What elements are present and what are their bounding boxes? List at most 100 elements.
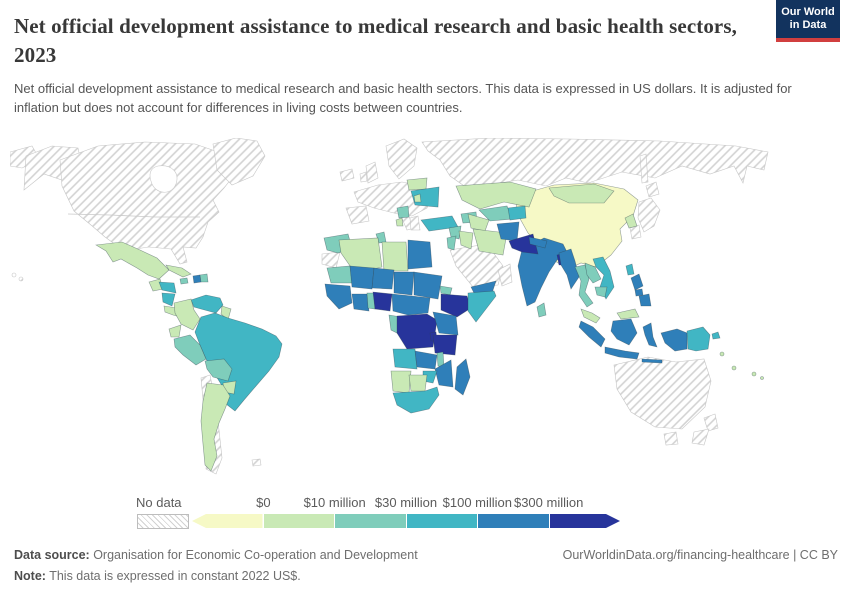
legend-bin-b1[interactable] bbox=[263, 514, 334, 528]
country-peru[interactable] bbox=[173, 334, 207, 366]
country-syria[interactable] bbox=[448, 225, 462, 240]
legend-no-data-swatch[interactable] bbox=[137, 514, 189, 529]
country-philippines-visayas[interactable] bbox=[634, 288, 644, 297]
country-vietnam[interactable] bbox=[592, 256, 615, 300]
country-bolivia[interactable] bbox=[204, 358, 233, 382]
country-falkland-islands[interactable] bbox=[251, 458, 262, 467]
country-senegal-guinea[interactable] bbox=[324, 283, 353, 310]
country-mexico[interactable] bbox=[95, 241, 170, 280]
country-russia[interactable] bbox=[421, 137, 769, 191]
country-jordan-lebanon[interactable] bbox=[446, 235, 457, 251]
country-ireland[interactable] bbox=[359, 171, 368, 183]
country-indonesia-lesser-sunda[interactable] bbox=[641, 358, 663, 364]
country-laos[interactable] bbox=[584, 262, 602, 284]
country-sri-lanka[interactable] bbox=[536, 302, 547, 318]
country-somalia[interactable] bbox=[467, 290, 497, 323]
country-vanuatu[interactable] bbox=[731, 365, 737, 371]
country-argentina[interactable] bbox=[200, 382, 231, 472]
country-kazakhstan[interactable] bbox=[455, 181, 537, 210]
country-australia[interactable] bbox=[613, 356, 712, 430]
country-greenland[interactable] bbox=[212, 137, 266, 186]
country-zambia[interactable] bbox=[414, 350, 438, 370]
country-western-sahara[interactable] bbox=[321, 251, 341, 269]
legend-bin-b4[interactable] bbox=[478, 514, 549, 528]
country-sudan[interactable] bbox=[413, 271, 443, 300]
country-dr-congo[interactable] bbox=[396, 313, 438, 350]
country-mauritania[interactable] bbox=[326, 265, 353, 284]
country-indonesia-java[interactable] bbox=[604, 346, 640, 360]
country-new-zealand-south[interactable] bbox=[691, 428, 710, 446]
country-venezuela[interactable] bbox=[190, 294, 224, 314]
country-haiti[interactable] bbox=[192, 274, 202, 284]
country-kyrgyzstan-tajikistan[interactable] bbox=[507, 205, 527, 221]
country-mali[interactable] bbox=[349, 265, 375, 290]
country-malaysia-borneo[interactable] bbox=[616, 308, 640, 320]
country-taiwan[interactable] bbox=[625, 263, 635, 276]
country-iceland[interactable] bbox=[339, 168, 355, 182]
legend-bin-b3[interactable] bbox=[406, 514, 477, 528]
country-libya[interactable] bbox=[381, 241, 409, 272]
country-india[interactable] bbox=[517, 237, 568, 307]
country-ghana-ivory-coast[interactable] bbox=[351, 293, 370, 312]
country-indonesia-sulawesi[interactable] bbox=[642, 322, 658, 348]
country-indonesia-papua[interactable] bbox=[660, 328, 688, 352]
country-japan[interactable] bbox=[637, 197, 661, 233]
legend-bin-b0[interactable] bbox=[192, 514, 263, 528]
country-nicaragua[interactable] bbox=[161, 292, 176, 307]
country-hawaii[interactable] bbox=[18, 276, 24, 282]
country-myanmar[interactable] bbox=[558, 248, 580, 290]
country-indonesia-sumatra[interactable] bbox=[578, 320, 606, 348]
country-scandinavia[interactable] bbox=[385, 138, 418, 180]
country-japan-hokkaido[interactable] bbox=[645, 181, 660, 198]
country-fiji-island[interactable] bbox=[760, 376, 764, 380]
country-tanzania[interactable] bbox=[432, 334, 458, 356]
country-nepal[interactable] bbox=[528, 236, 548, 249]
country-south-africa[interactable] bbox=[392, 386, 440, 414]
country-solomon-islands[interactable] bbox=[719, 351, 725, 357]
country-chad[interactable] bbox=[393, 271, 415, 296]
country-eritrea[interactable] bbox=[439, 285, 453, 296]
country-cuba[interactable] bbox=[165, 264, 192, 278]
country-botswana[interactable] bbox=[408, 374, 428, 392]
country-ecuador[interactable] bbox=[168, 324, 182, 338]
country-cambodia[interactable] bbox=[594, 286, 608, 298]
country-serbia-bosnia[interactable] bbox=[396, 205, 410, 219]
country-angola[interactable] bbox=[392, 348, 418, 370]
country-europe[interactable] bbox=[353, 181, 432, 217]
country-mozambique[interactable] bbox=[434, 359, 454, 388]
country-namibia[interactable] bbox=[390, 370, 412, 394]
country-united-kingdom[interactable] bbox=[365, 161, 379, 184]
country-jamaica[interactable] bbox=[179, 277, 189, 285]
country-iran[interactable] bbox=[472, 228, 508, 256]
country-madagascar[interactable] bbox=[454, 358, 471, 396]
owid-logo[interactable]: Our World in Data bbox=[776, 0, 840, 42]
country-nigeria[interactable] bbox=[372, 291, 393, 312]
country-hawaii[interactable] bbox=[11, 272, 17, 278]
country-oman-uae[interactable] bbox=[497, 263, 513, 287]
country-iraq[interactable] bbox=[458, 230, 474, 250]
country-malaysia[interactable] bbox=[580, 308, 601, 324]
country-honduras[interactable] bbox=[158, 281, 177, 294]
country-mongolia[interactable] bbox=[548, 183, 615, 204]
country-uganda-kenya[interactable] bbox=[432, 311, 459, 336]
country-egypt[interactable] bbox=[407, 239, 433, 270]
country-greece[interactable] bbox=[409, 215, 421, 231]
footer-citation-link[interactable]: OurWorldinData.org/financing-healthcare … bbox=[562, 548, 838, 562]
legend-bin-b2[interactable] bbox=[335, 514, 406, 528]
country-papua-new-guinea[interactable] bbox=[686, 326, 711, 352]
country-fiji[interactable] bbox=[751, 371, 757, 377]
country-canada-usa[interactable] bbox=[59, 141, 239, 265]
country-iberia[interactable] bbox=[345, 205, 370, 225]
legend-bin-b5[interactable] bbox=[550, 514, 621, 528]
country-new-britain[interactable] bbox=[711, 331, 721, 340]
country-belarus[interactable] bbox=[406, 177, 428, 191]
country-indonesia-borneo[interactable] bbox=[610, 318, 638, 346]
country-moldova[interactable] bbox=[413, 193, 422, 203]
country-tasmania[interactable] bbox=[663, 431, 679, 446]
country-colombia[interactable] bbox=[173, 298, 201, 331]
country-ethiopia[interactable] bbox=[440, 293, 472, 318]
country-niger[interactable] bbox=[371, 267, 395, 290]
country-sakhalin[interactable] bbox=[639, 153, 649, 184]
country-new-zealand-north[interactable] bbox=[703, 413, 719, 432]
country-cameroon-central-african-republic[interactable] bbox=[391, 293, 431, 316]
